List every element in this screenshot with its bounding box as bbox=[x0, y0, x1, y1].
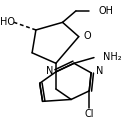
Text: OH: OH bbox=[99, 6, 114, 16]
Text: HO: HO bbox=[0, 17, 15, 27]
Text: N: N bbox=[47, 66, 54, 76]
Text: N: N bbox=[96, 66, 103, 76]
Text: Cl: Cl bbox=[84, 109, 94, 119]
Text: O: O bbox=[84, 31, 91, 41]
Text: NH₂: NH₂ bbox=[103, 52, 121, 62]
